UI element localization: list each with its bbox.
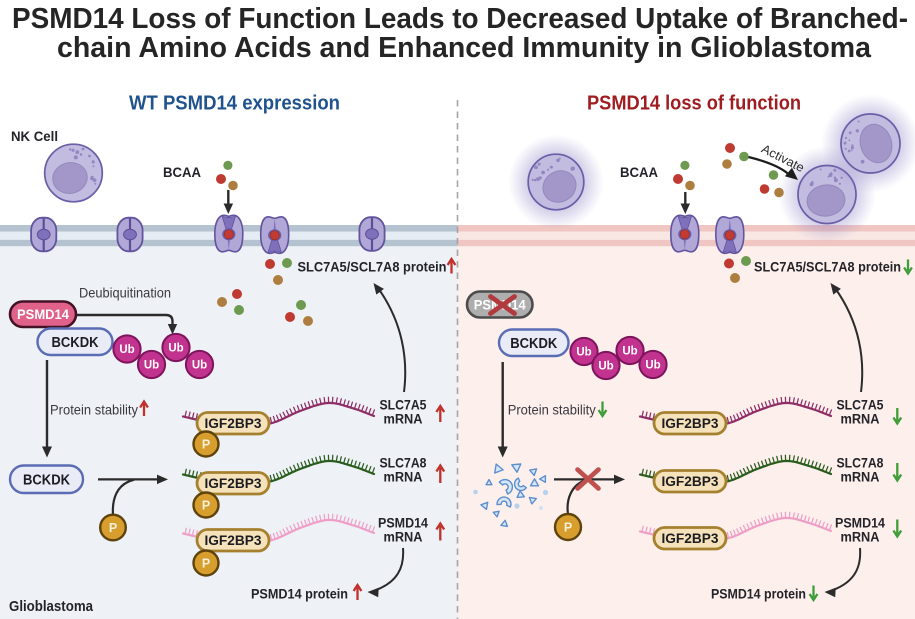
svg-text:mRNA: mRNA [384, 530, 423, 545]
svg-text:PSMD14 loss of function: PSMD14 loss of function [587, 93, 801, 115]
svg-text:SLC7A8: SLC7A8 [380, 456, 427, 471]
svg-text:IGF2BP3: IGF2BP3 [662, 473, 719, 489]
svg-text:Ub: Ub [576, 347, 591, 359]
svg-text:mRNA: mRNA [841, 530, 880, 545]
svg-text:SLC7A5: SLC7A5 [837, 398, 884, 413]
svg-text:mRNA: mRNA [384, 412, 423, 427]
svg-text:P: P [564, 521, 572, 535]
svg-text:Ub: Ub [192, 360, 207, 372]
svg-text:IGF2BP3: IGF2BP3 [205, 475, 262, 491]
svg-text:PSMD14 Loss of Function Leads: PSMD14 Loss of Function Leads to Decreas… [12, 3, 908, 35]
svg-text:IGF2BP3: IGF2BP3 [662, 415, 719, 431]
svg-text:SLC7A5/SCL7A8 protein: SLC7A5/SCL7A8 protein [754, 259, 901, 275]
svg-text:IGF2BP3: IGF2BP3 [205, 532, 262, 548]
svg-text:chain Amino Acids and Enhanced: chain Amino Acids and Enhanced Immunity … [57, 32, 872, 64]
svg-text:BCKDK: BCKDK [510, 336, 557, 352]
svg-text:P: P [109, 521, 117, 535]
svg-text:Ub: Ub [622, 346, 637, 358]
svg-text:Ub: Ub [144, 360, 159, 372]
svg-text:SLC7A8: SLC7A8 [837, 456, 884, 471]
svg-text:Ub: Ub [119, 344, 134, 356]
svg-text:Protein stability: Protein stability [508, 402, 596, 418]
svg-text:PSMD14 protein: PSMD14 protein [711, 586, 806, 602]
svg-text:BCAA: BCAA [620, 165, 658, 180]
svg-text:mRNA: mRNA [384, 470, 423, 485]
svg-text:PSMD14: PSMD14 [835, 516, 885, 531]
svg-text:SLC7A5/SCL7A8 protein: SLC7A5/SCL7A8 protein [298, 259, 447, 275]
svg-text:PSMD14 protein: PSMD14 protein [251, 586, 348, 602]
svg-text:mRNA: mRNA [841, 412, 880, 427]
svg-text:BCAA: BCAA [163, 165, 201, 180]
svg-text:P: P [202, 499, 210, 513]
svg-text:WT PSMD14 expression: WT PSMD14 expression [129, 93, 340, 115]
svg-text:Deubiquitination: Deubiquitination [79, 285, 171, 301]
svg-text:PSMD14: PSMD14 [378, 516, 428, 531]
svg-text:Glioblastoma: Glioblastoma [9, 598, 94, 615]
svg-text:Ub: Ub [645, 360, 660, 372]
svg-text:PSMD14: PSMD14 [17, 306, 69, 322]
svg-text:IGF2BP3: IGF2BP3 [662, 530, 719, 546]
svg-text:BCKDK: BCKDK [52, 335, 99, 351]
svg-text:P: P [202, 438, 210, 452]
svg-text:P: P [202, 557, 210, 571]
svg-text:Ub: Ub [598, 361, 613, 373]
svg-text:SLC7A5: SLC7A5 [380, 398, 427, 413]
svg-text:NK Cell: NK Cell [11, 128, 58, 144]
svg-text:IGF2BP3: IGF2BP3 [205, 415, 262, 431]
svg-text:Protein stability: Protein stability [50, 402, 138, 418]
svg-text:Ub: Ub [168, 343, 183, 355]
svg-text:BCKDK: BCKDK [23, 472, 70, 488]
svg-text:mRNA: mRNA [841, 470, 880, 485]
